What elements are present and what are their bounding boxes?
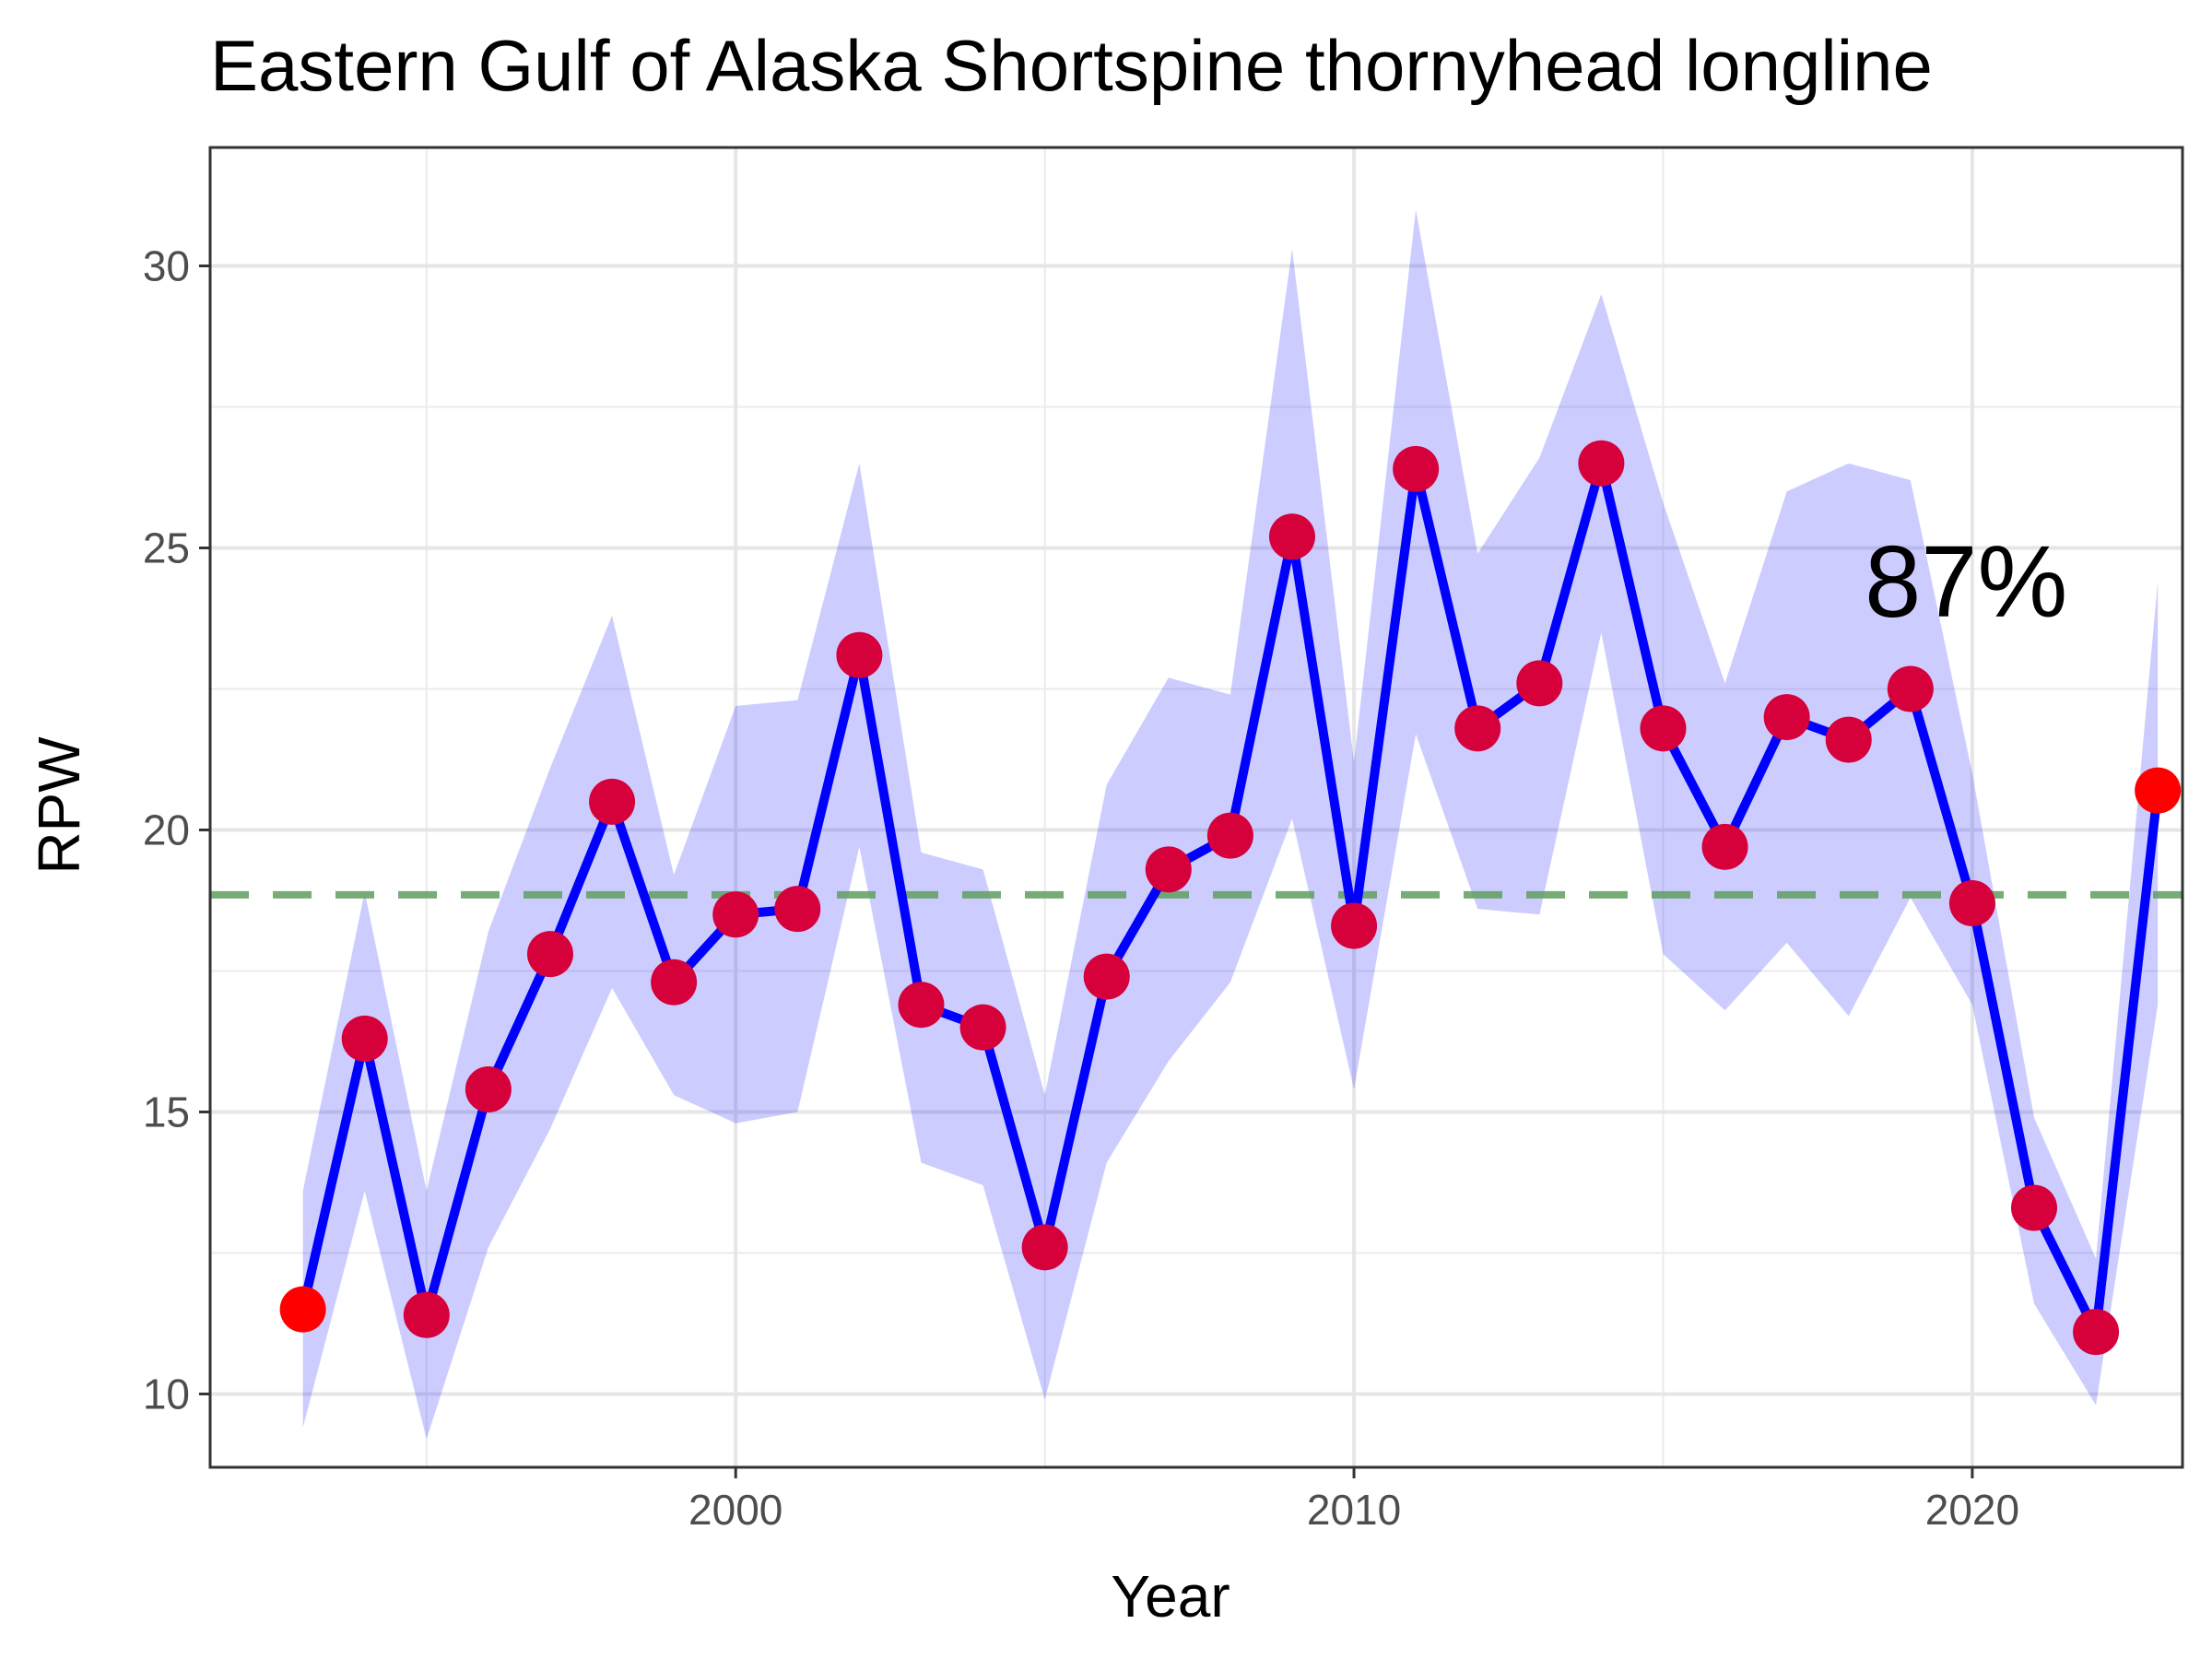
y-tick-label: 15: [143, 1088, 190, 1135]
y-axis-ticks: 10 15 20 25 30: [143, 242, 210, 1418]
data-point: [341, 1015, 388, 1062]
data-point: [1083, 953, 1130, 1000]
data-point: [1268, 513, 1315, 560]
data-point: [2073, 1309, 2120, 1356]
y-tick-label: 25: [143, 524, 190, 571]
data-point: [712, 891, 759, 938]
data-point: [2010, 1184, 2057, 1231]
data-point: [1701, 823, 1748, 870]
data-point: [774, 886, 821, 933]
data-point: [1206, 812, 1253, 859]
x-axis-title: Year: [1111, 1563, 1230, 1630]
data-point: [1516, 660, 1563, 707]
x-axis-ticks: 2000 2010 2020: [688, 1467, 2019, 1534]
data-point: [1825, 716, 1872, 763]
data-point: [836, 631, 883, 678]
y-tick-label: 20: [143, 806, 190, 853]
panel-border: [208, 146, 2184, 1469]
chart-title: Eastern Gulf of Alaska Shortspine thorny…: [210, 25, 1933, 106]
data-point: [1331, 902, 1378, 949]
y-tick-label: 10: [143, 1370, 190, 1418]
data-point: [1887, 665, 1934, 712]
data-point: [898, 982, 945, 1029]
y-tick-label: 30: [143, 242, 190, 290]
data-point: [1763, 694, 1810, 741]
data-point: [2135, 767, 2182, 814]
data-point: [526, 931, 573, 978]
x-tick-label: 2000: [688, 1486, 782, 1534]
panel-background: [210, 147, 2183, 1467]
data-point: [1578, 440, 1625, 487]
data-point: [465, 1065, 512, 1112]
x-tick-label: 2020: [1925, 1486, 2019, 1534]
data-point: [403, 1291, 450, 1338]
data-point: [1454, 705, 1501, 752]
annotation-label: 87%: [1865, 525, 2067, 639]
data-point: [1640, 705, 1687, 752]
data-point: [1948, 880, 1995, 927]
data-point: [1021, 1224, 1068, 1271]
data-point: [959, 1004, 1006, 1051]
data-point: [279, 1286, 326, 1333]
x-tick-label: 2010: [1307, 1486, 1401, 1534]
y-axis-title: RPW: [26, 736, 92, 875]
data-point: [1393, 445, 1440, 492]
data-point: [589, 778, 636, 825]
data-point: [651, 959, 698, 1006]
data-point: [1145, 846, 1192, 893]
plot-panel: 87%: [208, 146, 2184, 1469]
